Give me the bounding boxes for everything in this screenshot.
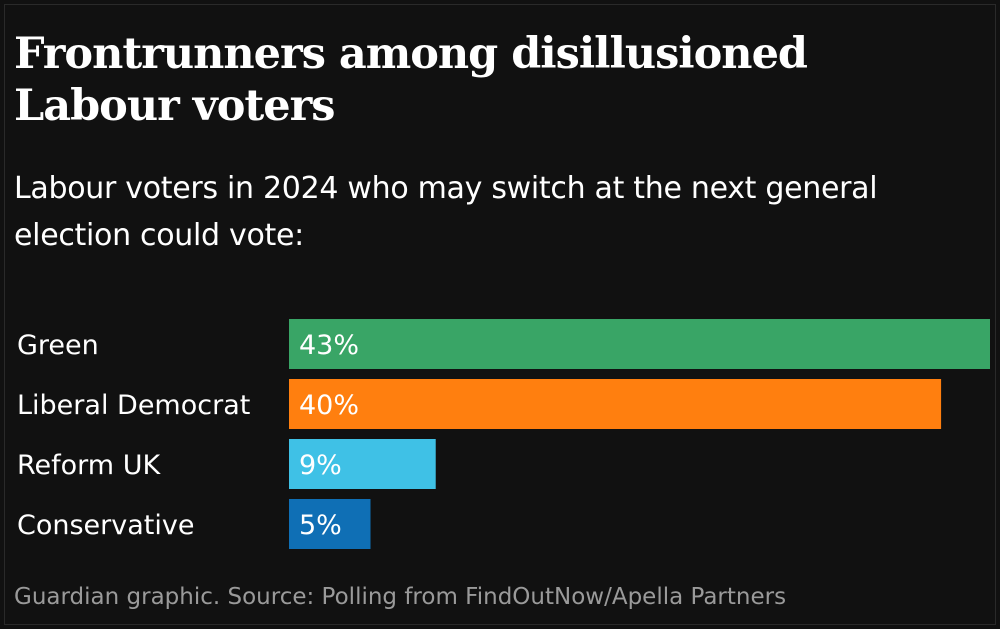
chart-frame bbox=[4, 4, 996, 625]
bar-reform-uk bbox=[289, 439, 436, 489]
bar-conservative bbox=[289, 499, 371, 549]
category-label-green: Green bbox=[17, 330, 99, 361]
bar-green bbox=[289, 319, 990, 369]
value-label-reform-uk: 9% bbox=[299, 450, 342, 481]
chart-title: Frontrunners among disillusioned Labour … bbox=[14, 29, 808, 131]
category-label-conservative: Conservative bbox=[17, 510, 194, 541]
bar-chart: Green 43% Liberal Democrat 40% Reform UK 9% Co… bbox=[17, 319, 990, 549]
value-label-green: 43% bbox=[299, 330, 359, 361]
category-label-reform-uk: Reform UK bbox=[17, 450, 161, 481]
category-label-liberal-democrat: Liberal Democrat bbox=[17, 390, 250, 421]
bar-liberal-democrat bbox=[289, 379, 942, 429]
value-label-conservative: 5% bbox=[299, 510, 342, 541]
source-note: Guardian graphic. Source: Polling from F… bbox=[14, 584, 787, 610]
value-label-liberal-democrat: 40% bbox=[299, 390, 359, 421]
chart-subtitle: Labour voters in 2024 who may switch at … bbox=[14, 171, 878, 253]
